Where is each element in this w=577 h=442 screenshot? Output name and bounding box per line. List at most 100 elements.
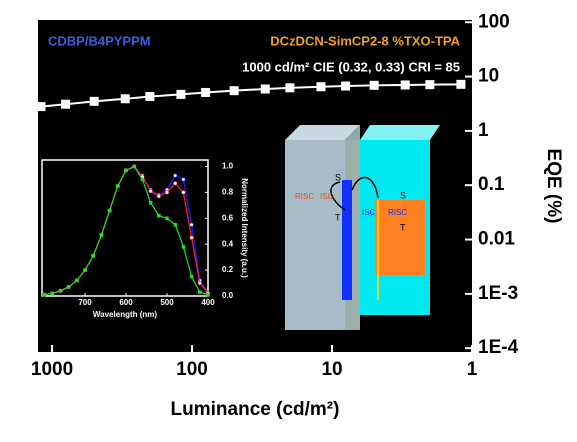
level-label: S: [400, 190, 406, 200]
data-point: [156, 194, 161, 199]
x-tick-label: 1: [467, 359, 478, 380]
x-tick-label: 500: [160, 298, 174, 307]
risc-arrow: [330, 181, 346, 211]
y-tick-label: 0.1: [478, 174, 505, 195]
data-point: [197, 280, 202, 286]
x-tick-label: 100: [176, 359, 208, 380]
annotation: DCzDCN-SimCP2-8 %TXO-TPA: [270, 33, 460, 48]
data-point: [58, 289, 63, 293]
eml-text: EML: [373, 314, 398, 326]
data-point: [157, 213, 161, 218]
y-tick-label: 0.4: [222, 239, 234, 248]
y-axis-label: Normalized Intensity (a.u.): [240, 178, 249, 278]
data-point: [89, 96, 99, 106]
data-point: [260, 84, 270, 94]
eml-sub: TADF: [398, 319, 417, 327]
y-tick-label: 0.2: [222, 265, 234, 274]
data-point: [201, 87, 211, 97]
y-tick-label: 1: [478, 120, 489, 141]
data-point: [369, 80, 379, 90]
x-tick-label: 600: [119, 298, 133, 307]
data-point: [176, 89, 186, 99]
data-point: [140, 177, 145, 182]
y-tick-label: 0.8: [222, 187, 234, 196]
y-tick-label: 1E-4: [478, 337, 519, 358]
y-tick-label: 0.0: [222, 291, 234, 300]
tadf-level: [375, 200, 425, 275]
eml-label: EMLTADF: [373, 314, 417, 327]
data-point: [83, 268, 87, 272]
data-point: [66, 285, 71, 289]
data-point: [456, 79, 466, 89]
annotation: 1000 cd/m² CIE (0.32, 0.33) CRI = 85: [242, 59, 460, 74]
data-point: [173, 173, 178, 178]
data-point: [198, 290, 202, 294]
data-point: [425, 80, 435, 90]
data-point: [341, 81, 351, 91]
y-axis-label: EQE (%): [543, 149, 564, 224]
data-point: [36, 102, 46, 112]
data-point: [229, 86, 239, 96]
data-point: [316, 82, 326, 92]
data-point: [132, 164, 136, 169]
data-point: [75, 278, 79, 283]
x-axis-label: Luminance (cd/m²): [171, 399, 340, 420]
data-point: [42, 292, 46, 297]
data-point: [120, 94, 130, 104]
main-layer: 1E-4 1E-3 0.01 0.1 1 10 100 1000 100 10 1 Luminance…: [31, 11, 564, 420]
data-point: [91, 254, 95, 258]
eml-top: [360, 125, 440, 140]
data-point: [181, 177, 186, 182]
process-label: ISC: [362, 208, 376, 217]
data-point: [285, 83, 295, 93]
x-tick-label: 400: [201, 298, 215, 307]
annotation: CDBP/B4PYPPM: [48, 33, 151, 48]
exciplex-slab: [285, 140, 345, 330]
data-point: [173, 181, 178, 186]
level-label: T: [400, 222, 406, 232]
x-tick-label: 10: [321, 359, 342, 380]
data-point: [189, 235, 194, 240]
process-label: RISC: [388, 208, 407, 217]
data-point: [206, 292, 210, 297]
level-label: T: [335, 212, 341, 222]
y-tick-label: 1E-3: [478, 283, 518, 304]
data-point: [400, 80, 410, 90]
data-point: [148, 189, 153, 194]
inset-frame: [41, 159, 209, 297]
device-diagram: S T S T RISC ISC RISC ISC Interface Exci…: [275, 125, 440, 343]
data-point: [165, 216, 169, 221]
data-point: [189, 274, 194, 279]
x-axis-label: Wavelength (nm): [93, 310, 157, 319]
data-point: [148, 200, 153, 205]
level-label: S: [335, 172, 341, 182]
data-point: [124, 168, 128, 173]
process-label: ISC: [320, 192, 334, 201]
data-point: [61, 99, 71, 109]
transfer-arrow: [351, 176, 379, 199]
y-tick-label: 1.0: [222, 162, 234, 171]
y-tick-label: 100: [478, 11, 510, 32]
x-tick-label: 700: [78, 298, 92, 307]
slab-top: [285, 125, 360, 140]
data-point: [107, 208, 112, 213]
exciplex-level: [342, 180, 352, 300]
data-point: [189, 222, 194, 227]
data-point: [50, 291, 54, 296]
data-point: [181, 190, 186, 195]
data-point: [99, 233, 104, 237]
data-point: [116, 184, 120, 188]
process-label: RISC: [295, 192, 314, 201]
y-tick-label: 10: [478, 66, 499, 87]
data-point: [145, 91, 155, 101]
data-point: [181, 245, 186, 249]
exciplex-label: Interface Exciplex: [275, 331, 361, 343]
series-line: [40, 83, 461, 108]
data-point: [164, 190, 170, 195]
y-tick-label: 0.01: [478, 229, 515, 250]
inset-layer: 0.0 0.2 0.4 0.6 0.8 1.0 700 600 500 400 Wavelength…: [41, 162, 249, 319]
y-tick-label: 0.6: [222, 213, 234, 222]
x-tick-label: 1000: [31, 359, 73, 380]
data-point: [173, 223, 177, 227]
